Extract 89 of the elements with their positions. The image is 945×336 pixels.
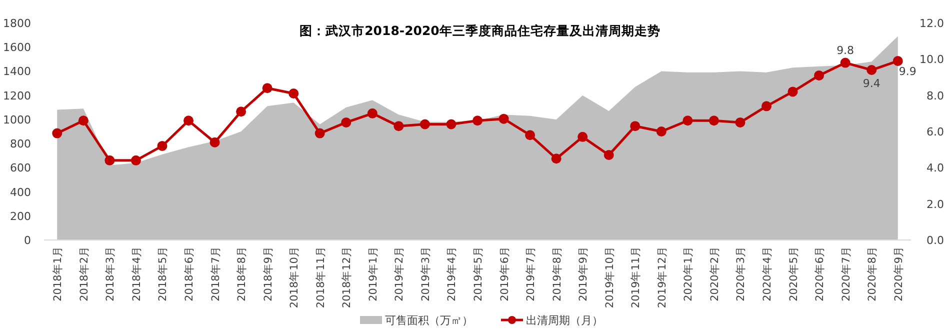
point [314,128,325,138]
x-tick-label: 2020年7月 [840,246,852,302]
x-tick-label: 2020年9月 [892,246,905,302]
point [840,58,850,68]
point [735,117,746,128]
point [656,126,666,136]
x-tick-label: 2018年6月 [184,246,196,302]
y2-tick-label: 12.0 [920,17,944,30]
y2-tick-label: 6.0 [926,126,944,138]
point [446,119,456,130]
x-tick-label: 2019年3月 [420,246,432,302]
point [52,128,62,138]
point [814,70,824,80]
point [708,116,719,126]
y-tick-label: 0 [24,234,31,247]
x-tick-label: 2019年2月 [394,246,406,302]
x-tick-label: 2018年5月 [157,246,170,302]
y2-tick-label: 10.0 [920,53,944,66]
x-tick-label: 2018年11月 [314,246,327,308]
x-tick-label: 2018年12月 [341,246,354,308]
point [892,56,903,66]
point [682,116,693,126]
y-tick-label: 800 [10,138,31,151]
y-tick-label: 1000 [3,113,31,126]
x-tick-label: 2019年12月 [656,246,668,308]
x-tick-label: 2018年7月 [210,246,222,302]
x-tick-label: 2019年9月 [578,246,590,302]
x-tick-label: 2019年11月 [630,246,642,308]
point [130,155,141,166]
x-tick-label: 2019年8月 [551,246,564,302]
point [184,116,194,126]
x-tick-label: 2019年5月 [472,246,484,302]
point [288,88,299,99]
point [630,121,640,132]
data-label: 9.9 [898,64,916,78]
data-label: 9.4 [862,77,880,90]
point [157,140,168,151]
x-tick-label: 2019年6月 [498,246,511,302]
y2-tick-label: 2.0 [926,198,944,211]
point [262,83,272,94]
x-tick-label: 2019年4月 [446,246,458,302]
x-tick-label: 2019年7月 [525,246,538,302]
y-tick-label: 200 [10,210,31,223]
point [498,114,509,124]
point [420,119,430,130]
x-tick-label: 2018年4月 [130,246,143,302]
y2-tick-label: 0.0 [926,234,944,247]
point [104,155,115,166]
x-tick-label: 2020年1月 [682,246,695,302]
point [472,116,482,126]
y2-tick-label: 8.0 [926,89,944,102]
point [578,132,588,142]
y-tick-label: 400 [10,186,31,199]
x-tick-label: 2020年8月 [866,246,879,302]
y-tick-label: 1600 [3,41,31,54]
x-tick-label: 2020年2月 [708,246,721,302]
y2-tick-label: 4.0 [926,162,944,175]
x-tick-label: 2020年3月 [735,246,748,302]
data-label: 9.8 [836,44,854,57]
point [394,121,404,132]
x-tick-label: 2018年2月 [78,246,90,302]
point [604,150,614,160]
x-tick-label: 2019年1月 [367,246,380,302]
x-tick-label: 2020年5月 [788,246,800,302]
x-tick-label: 2018年8月 [236,246,248,302]
y-tick-label: 600 [10,162,31,175]
point [866,65,877,76]
x-tick-label: 2018年10月 [288,246,301,308]
x-tick-label: 2020年4月 [762,246,774,302]
x-tick-label: 2018年9月 [262,246,274,302]
point [367,108,378,118]
point [762,101,772,112]
chart-title: 图：武汉市2018-2020年三季度商品住宅存量及出清周期走势 [300,23,660,38]
point [341,117,352,128]
legend-label: 可售面积（万㎡） [385,314,473,327]
y-tick-label: 1800 [3,17,31,30]
x-tick-label: 2020年6月 [814,246,826,302]
point [788,86,798,97]
point [210,137,220,148]
y-tick-label: 1400 [3,65,31,78]
legend-label: 出清周期（月） [526,314,603,327]
x-tick-label: 2019年10月 [604,246,616,308]
x-tick-label: 2018年1月 [52,246,64,302]
point [525,130,536,140]
point [236,106,246,117]
y-tick-label: 1200 [3,89,31,102]
point [551,154,562,164]
x-tick-label: 2018年3月 [104,246,117,302]
point [78,116,88,126]
